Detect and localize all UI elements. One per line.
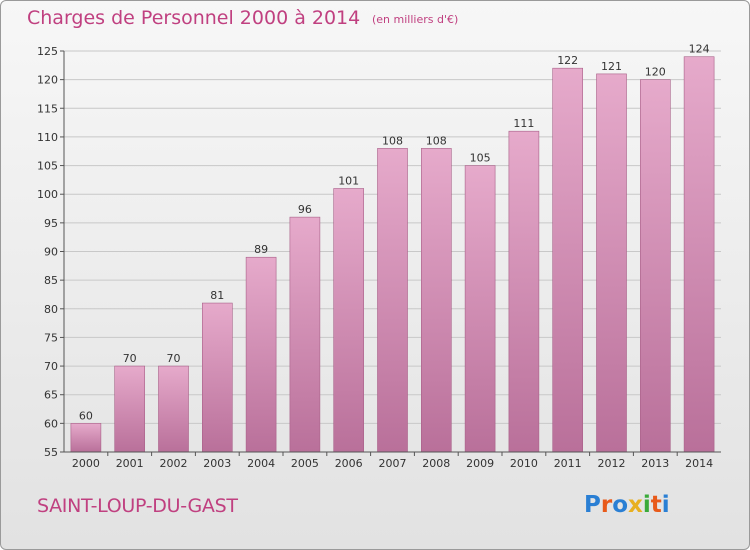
data-label: 60 [79,409,93,422]
x-tick-label: 2010 [510,457,538,470]
data-label: 120 [645,66,666,79]
y-tick-label: 110 [37,131,58,144]
data-label: 108 [382,134,403,147]
data-label: 124 [689,43,710,56]
logo-letter: i [661,492,670,518]
bar [114,365,145,453]
data-label: 89 [254,243,268,256]
y-tick-label: 65 [44,389,58,402]
bar [508,130,540,453]
data-label: 81 [210,289,224,302]
y-tick-label: 95 [44,217,58,230]
y-tick-label: 80 [44,303,58,316]
bar [202,302,233,453]
chart-subtitle: (en milliers d'€) [372,13,459,26]
bar [70,423,102,453]
y-tick-label: 85 [44,274,58,287]
logo-letter: r [600,492,613,518]
bar [552,67,584,453]
logo-letter: x [628,492,643,518]
data-label: 122 [557,54,578,67]
x-tick-label: 2011 [554,457,582,470]
town-name: SAINT-LOUP-DU-GAST [37,495,238,517]
bar [245,256,277,453]
y-tick-label: 60 [44,417,58,430]
bar [639,79,671,453]
y-tick-label: 120 [37,74,58,87]
chart-title: Charges de Personnel 2000 à 2014 [27,7,361,29]
bar [289,216,321,453]
bar [420,148,452,453]
bar [464,165,496,453]
x-tick-label: 2007 [379,457,407,470]
x-tick-label: 2008 [422,457,450,470]
data-label: 101 [338,174,359,187]
y-tick-label: 75 [44,331,58,344]
x-tick-label: 2009 [466,457,494,470]
proxiti-logo: Proxiti [584,492,670,518]
x-tick-label: 2002 [160,457,188,470]
data-label: 108 [426,134,447,147]
x-tick-label: 2014 [685,457,713,470]
y-tick-label: 115 [37,102,58,115]
y-tick-label: 125 [37,45,58,58]
x-tick-label: 2006 [335,457,363,470]
data-label: 105 [470,152,491,165]
y-tick-label: 70 [44,360,58,373]
x-tick-label: 2003 [203,457,231,470]
x-tick-label: 2005 [291,457,319,470]
data-label: 70 [167,352,181,365]
bar [596,73,627,453]
y-tick-label: 105 [37,160,58,173]
data-label: 121 [601,60,622,73]
y-tick-label: 90 [44,246,58,259]
y-tick-label: 55 [44,446,58,459]
data-label: 70 [123,352,137,365]
logo-letter: P [584,492,601,518]
bar [377,148,408,453]
x-tick-label: 2013 [641,457,669,470]
logo-letter: i [642,492,651,518]
data-label: 96 [298,203,312,216]
x-tick-label: 2012 [598,457,626,470]
x-tick-label: 2001 [116,457,144,470]
bar [158,365,189,453]
x-tick-label: 2004 [247,457,275,470]
bar [333,188,365,453]
logo-letter: o [612,492,629,518]
x-tick-label: 2000 [72,457,100,470]
y-tick-label: 100 [37,188,58,201]
bar [683,56,715,453]
data-label: 111 [513,117,534,130]
logo-letter: t [650,492,662,518]
